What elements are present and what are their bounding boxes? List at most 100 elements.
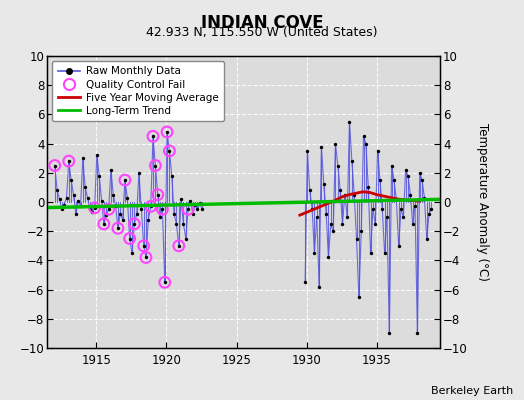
Point [142,254,150,261]
Point [91,205,99,211]
Point [163,129,171,135]
Point [401,167,410,173]
Point [308,206,316,212]
Point [62,194,71,201]
Point [116,210,125,217]
Point [406,192,414,198]
Point [172,221,181,227]
Point [168,172,176,179]
Point [121,177,129,183]
Point [324,254,333,261]
Legend: Raw Monthly Data, Quality Control Fail, Five Year Moving Average, Long-Term Tren: Raw Monthly Data, Quality Control Fail, … [52,61,224,121]
Point [102,212,111,218]
Point [133,210,141,217]
Point [301,279,309,286]
Point [334,162,342,169]
Point [85,206,94,212]
Point [165,148,173,154]
Point [305,187,314,194]
Point [404,172,412,179]
Point [135,170,143,176]
Point [336,187,344,194]
Point [126,235,134,242]
Point [329,228,337,234]
Point [144,216,152,223]
Point [53,187,61,194]
Point [174,242,183,249]
Point [93,152,101,158]
Point [313,214,321,220]
Point [186,197,194,204]
Point [123,194,132,201]
Point [74,197,82,204]
Point [160,279,169,286]
Point [320,181,328,188]
Point [97,197,106,204]
Point [182,235,190,242]
Point [387,162,396,169]
Point [160,279,169,286]
Point [137,206,146,212]
Point [422,235,431,242]
Point [147,203,155,210]
Point [427,206,435,212]
Point [69,192,78,198]
Point [420,194,429,201]
Point [56,196,64,202]
Point [128,250,136,256]
Point [315,284,323,290]
Point [355,294,363,300]
Point [380,250,389,256]
Point [198,206,206,212]
Point [179,221,188,227]
Point [177,196,185,202]
Point [184,206,192,212]
Point [397,206,405,212]
Point [408,221,417,227]
Point [359,133,368,140]
Point [345,118,354,125]
Point [151,162,160,169]
Point [50,162,59,169]
Point [64,158,73,164]
Point [364,184,373,191]
Point [95,172,103,179]
Text: INDIAN COVE: INDIAN COVE [201,14,323,32]
Point [165,148,173,154]
Point [112,203,120,210]
Point [369,206,377,212]
Point [411,203,419,210]
Point [58,206,66,212]
Point [418,177,426,183]
Point [126,235,134,242]
Point [104,206,113,212]
Point [64,158,73,164]
Point [341,192,349,198]
Point [352,235,361,242]
Point [107,167,115,173]
Point [191,202,199,208]
Point [303,148,312,154]
Point [383,214,391,220]
Point [174,242,183,249]
Point [343,214,352,220]
Y-axis label: Temperature Anomaly (°C): Temperature Anomaly (°C) [476,123,489,281]
Point [416,170,424,176]
Point [392,196,400,202]
Point [371,221,379,227]
Point [91,205,99,211]
Point [118,216,127,223]
Point [154,192,162,198]
Point [195,200,204,207]
Point [413,330,422,337]
Point [151,162,160,169]
Point [158,206,167,212]
Point [60,202,68,208]
Text: Berkeley Earth: Berkeley Earth [431,386,514,396]
Point [142,254,150,261]
Point [193,206,202,212]
Point [158,206,167,212]
Point [399,214,408,220]
Point [83,194,92,201]
Point [139,242,148,249]
